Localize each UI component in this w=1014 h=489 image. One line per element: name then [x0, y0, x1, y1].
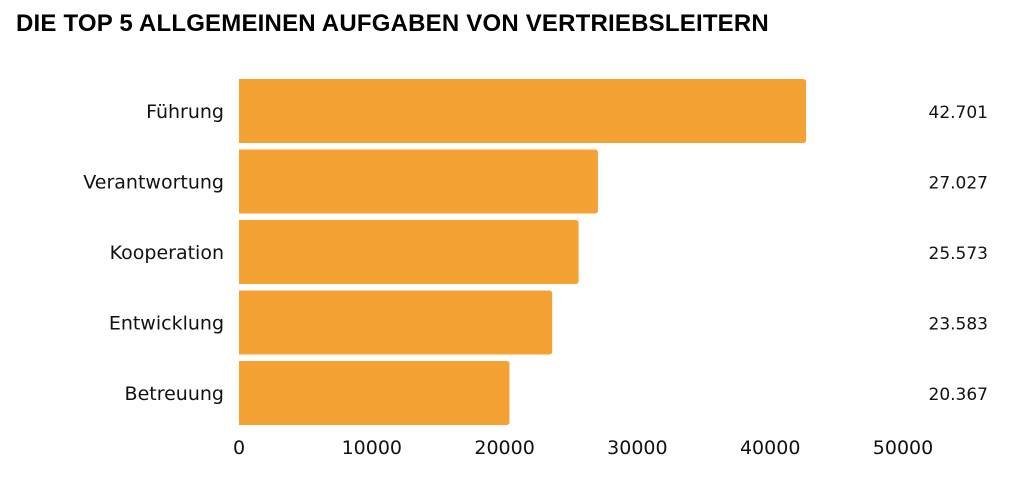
chart-title: DIE TOP 5 ALLGEMEINEN AUFGABEN VON VERTR… — [16, 10, 769, 37]
category-label: Betreuung — [125, 383, 224, 405]
x-tick-label: 10000 — [342, 437, 402, 459]
value-label: 20.367 — [929, 385, 988, 405]
x-tick-label: 30000 — [607, 437, 667, 459]
bar — [239, 79, 807, 143]
x-tick-label: 0 — [233, 437, 245, 459]
category-label: Kooperation — [110, 242, 224, 264]
value-label: 42.701 — [929, 103, 988, 123]
x-tick-label: 20000 — [474, 437, 534, 459]
category-label: Führung — [146, 101, 224, 123]
bar — [239, 220, 579, 284]
bar — [239, 149, 598, 214]
category-label: Verantwortung — [83, 172, 224, 194]
value-label: 25.573 — [929, 244, 988, 264]
value-label: 27.027 — [929, 174, 988, 194]
bar — [239, 361, 510, 425]
bar — [239, 290, 553, 355]
value-label: 23.583 — [929, 315, 988, 335]
x-tick-label: 50000 — [873, 437, 933, 459]
x-tick-label: 40000 — [740, 437, 800, 459]
category-label: Entwicklung — [109, 313, 224, 335]
